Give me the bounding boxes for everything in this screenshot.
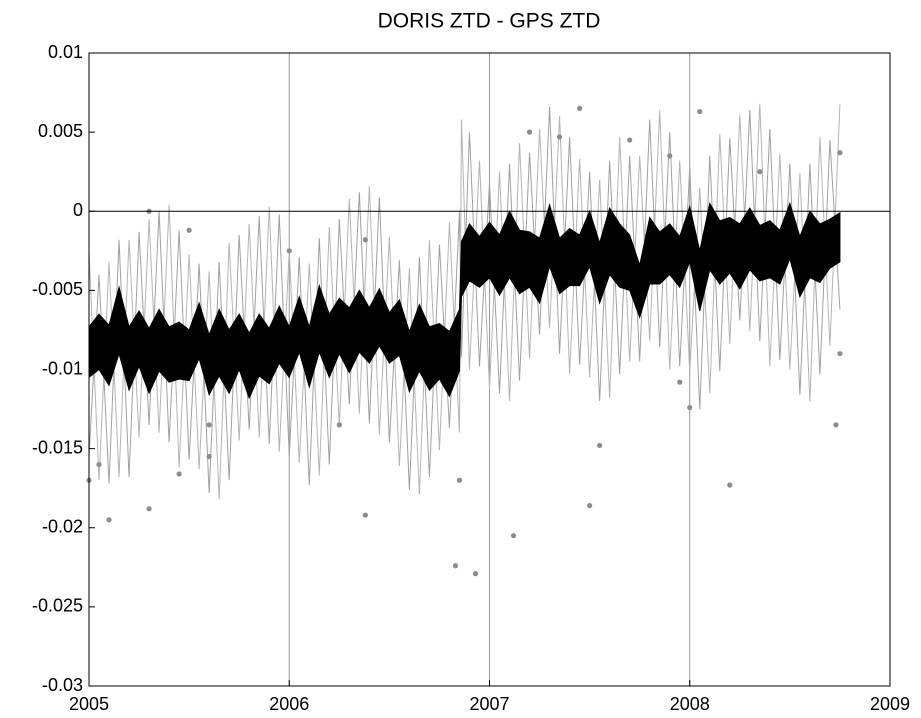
x-tick-label: 2009: [870, 694, 910, 714]
data-point: [697, 108, 703, 115]
data-point: [206, 453, 212, 460]
y-tick-label: 0: [73, 200, 83, 220]
data-point: [687, 404, 693, 411]
x-tick-label: 2006: [269, 694, 309, 714]
data-point: [837, 150, 843, 156]
chart-title: DORIS ZTD - GPS ZTD: [378, 10, 601, 33]
data-point: [837, 351, 843, 357]
y-tick-label: 0.005: [38, 121, 83, 141]
data-point: [667, 153, 673, 159]
data-point: [362, 237, 368, 243]
data-point: [577, 105, 583, 111]
x-tick-label: 2005: [69, 694, 109, 714]
y-tick-label: 0.01: [48, 42, 83, 62]
plot-area: [86, 103, 890, 577]
data-point: [452, 563, 459, 569]
data-point: [757, 169, 763, 175]
data-point: [556, 134, 563, 140]
x-tick-label: 2007: [469, 694, 509, 714]
tick-labels: 2005 2006 2007 2008 2009 -0.03 -0.025 -0.02 -0.0…: [32, 42, 910, 714]
y-tick-label: -0.02: [42, 517, 83, 537]
data-point: [597, 442, 603, 449]
y-tick-label: -0.025: [32, 596, 83, 616]
data-point: [106, 517, 112, 523]
data-line: [88, 103, 841, 500]
data-point: [336, 422, 342, 428]
data-point: [456, 477, 463, 483]
data-point: [96, 461, 102, 468]
data-point: [286, 248, 292, 254]
data-point: [627, 137, 633, 143]
y-tick-label: -0.015: [32, 437, 83, 457]
data-point: [727, 482, 733, 488]
x-tick-label: 2008: [670, 694, 710, 714]
data-point: [833, 422, 839, 428]
data-point: [146, 506, 152, 512]
data-point: [677, 379, 683, 385]
data-point: [186, 227, 192, 233]
data-point: [362, 512, 368, 518]
y-tick-label: -0.005: [32, 279, 83, 299]
data-point: [526, 129, 533, 135]
data-point: [510, 533, 517, 539]
data-band: [88, 201, 841, 400]
data-point: [176, 471, 182, 477]
data-point: [472, 571, 479, 577]
y-tick-label: -0.03: [42, 675, 83, 695]
y-tick-label: -0.01: [42, 358, 83, 378]
data-point: [587, 502, 593, 509]
data-point: [206, 422, 212, 428]
